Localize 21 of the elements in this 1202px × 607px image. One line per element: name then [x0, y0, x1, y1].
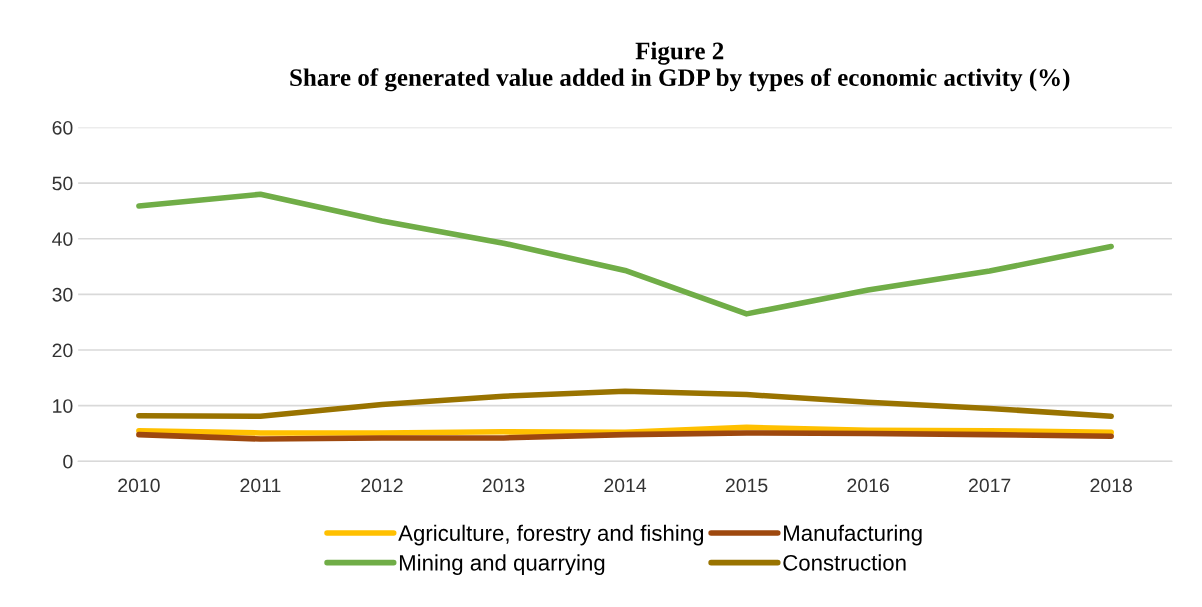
y-tick-label: 60	[52, 120, 73, 135]
chart-title: Figure 2 Share of generated value added in GDP by types of economic activity (%)	[290, 41, 1070, 92]
x-tick-label: 2015	[725, 478, 768, 493]
legend-label: Agriculture, forestry and fishing	[398, 524, 704, 546]
y-tick-label: 50	[52, 176, 73, 191]
x-tick-label: 2018	[1090, 478, 1132, 493]
x-tick-label: 2012	[361, 478, 403, 493]
legend-label: Construction	[783, 554, 906, 571]
y-tick-label: 40	[52, 232, 73, 246]
y-tick-label: 20	[52, 343, 73, 358]
legend-label: Manufacturing	[784, 524, 922, 546]
x-tick-label: 2016	[847, 478, 889, 493]
x-tick-label: 2014	[604, 478, 647, 493]
y-tick-label: 0	[63, 454, 73, 469]
legend-label: Mining and quarrying	[399, 554, 605, 576]
y-tick-label: 10	[53, 399, 73, 413]
x-tick-label: 2013	[482, 478, 525, 493]
x-tick-label: 2017	[969, 478, 1011, 493]
x-tick-label: 2010	[118, 478, 160, 493]
x-tick-label: 2011	[240, 478, 281, 493]
y-tick-label: 30	[52, 287, 73, 302]
